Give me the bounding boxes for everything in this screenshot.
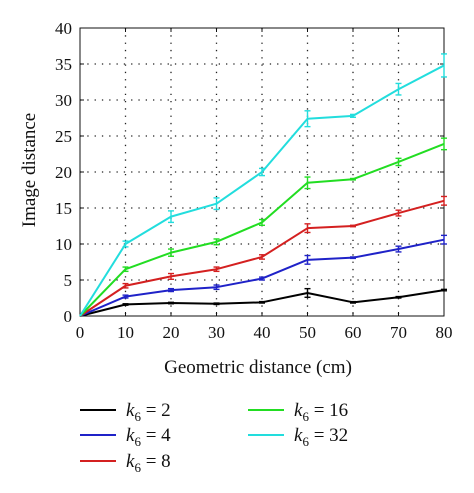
y-tick-label: 5	[64, 271, 73, 290]
legend-item: k6 = 2	[80, 400, 171, 424]
y-tick-label: 40	[55, 19, 72, 38]
series-group	[79, 53, 447, 317]
axes	[79, 27, 445, 317]
x-tick-label: 50	[299, 323, 316, 342]
x-tick-label: 70	[390, 323, 407, 342]
y-axis-label: Image distance	[19, 113, 40, 227]
series-1	[79, 234, 447, 317]
legend-label: k6 = 8	[126, 451, 171, 475]
legend-item: k6 = 32	[248, 425, 348, 449]
y-tick-label: 35	[55, 55, 72, 74]
y-tick-label: 20	[55, 163, 72, 182]
legend-label: k6 = 2	[126, 400, 171, 424]
legend-item: k6 = 4	[80, 425, 171, 449]
legend-item: k6 = 8	[80, 451, 171, 475]
series-0	[79, 287, 447, 317]
legend-label: k6 = 16	[294, 400, 348, 424]
y-tick-label: 30	[55, 91, 72, 110]
series-4	[79, 53, 447, 317]
x-tick-label: 40	[254, 323, 271, 342]
y-tick-label: 15	[55, 199, 72, 218]
legend-label: k6 = 32	[294, 425, 348, 449]
x-tick-label: 30	[208, 323, 225, 342]
tick-labels: 0 10 20 30 40 50 60 70 80 0 5 10 15 20 25 30 35 40	[55, 19, 453, 342]
legend-item: k6 = 16	[248, 400, 348, 424]
y-tick-label: 0	[64, 307, 73, 326]
x-tick-label: 80	[436, 323, 453, 342]
series-3	[79, 137, 447, 317]
x-tick-label: 10	[117, 323, 134, 342]
x-axis-label: Geometric distance (cm)	[164, 357, 352, 378]
y-tick-label: 10	[55, 235, 72, 254]
x-tick-label: 0	[76, 323, 85, 342]
x-tick-label: 60	[345, 323, 362, 342]
x-tick-label: 20	[163, 323, 180, 342]
y-tick-label: 25	[55, 127, 72, 146]
series-2	[79, 195, 447, 317]
legend-label: k6 = 4	[126, 425, 171, 449]
